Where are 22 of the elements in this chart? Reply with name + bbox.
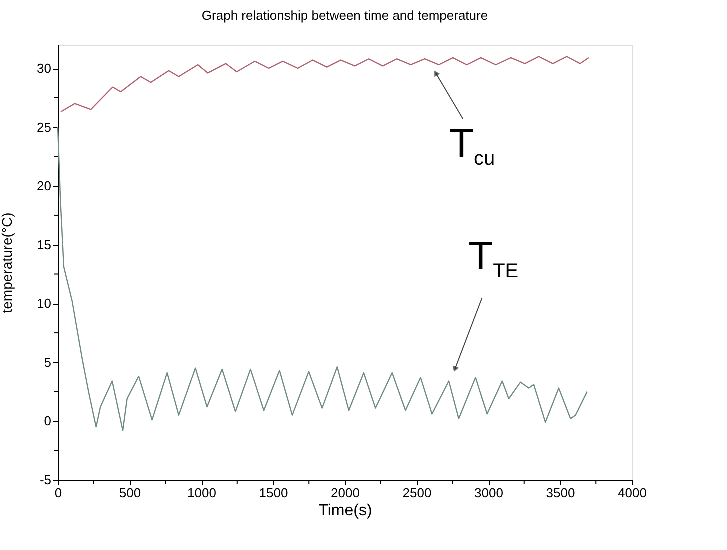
x-tick-label: 3000	[474, 486, 504, 500]
y-tick-label: 10	[37, 296, 52, 312]
x-tick-label: 2500	[402, 486, 432, 500]
y-tick-label: 30	[37, 61, 52, 76]
x-tick-label: 0	[54, 486, 62, 500]
y-axis-title: temperature(°C)	[0, 212, 16, 314]
x-tick-label: 2000	[331, 486, 360, 500]
x-tick-label: 4000	[618, 486, 647, 500]
x-axis-title: Time(s)	[318, 502, 372, 520]
y-tick-label: 5	[44, 354, 52, 370]
x-tick-label: 500	[119, 486, 142, 500]
y-tick-label: 25	[37, 120, 52, 135]
x-tick-label: 1000	[188, 486, 216, 500]
x-tick-label: 1500	[259, 486, 288, 500]
line-series	[60, 56, 590, 113]
x-tick-label: 3500	[546, 486, 576, 500]
chart-title: Graph relationship between time and temperature	[202, 8, 488, 23]
y-tick-label: 15	[37, 237, 52, 252]
line-series	[57, 126, 588, 432]
y-tick-label: -5	[40, 472, 52, 488]
y-tick-label: 0	[44, 414, 52, 429]
y-tick-label: 20	[37, 178, 52, 194]
